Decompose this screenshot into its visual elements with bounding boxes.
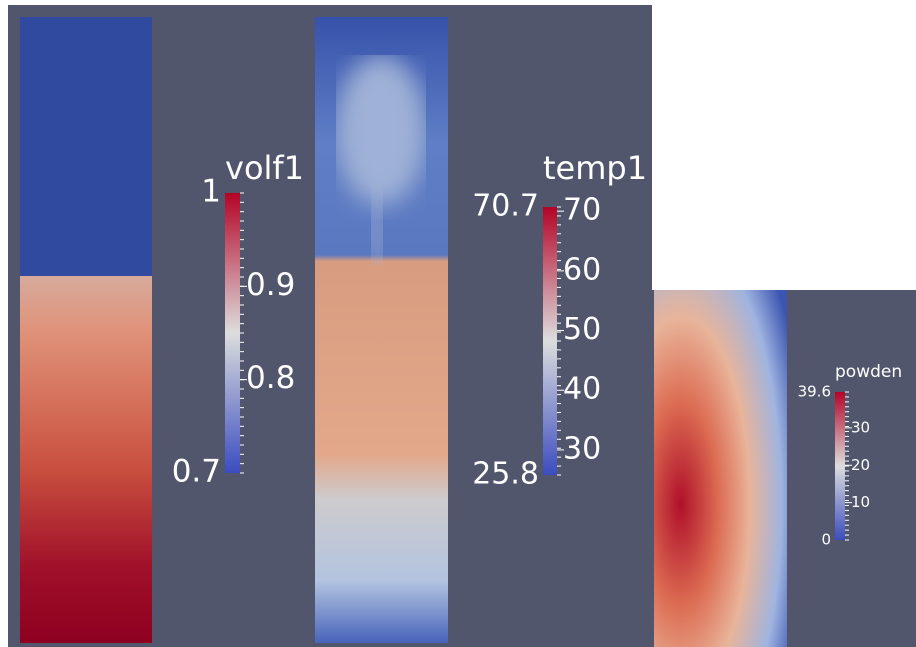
colorbar bbox=[225, 193, 240, 473]
tick-label: 70 bbox=[563, 193, 601, 228]
colorbar bbox=[543, 207, 557, 475]
tick-label: 60 bbox=[563, 252, 601, 287]
tick-label: 30 bbox=[851, 418, 870, 436]
colorbar-title: powden bbox=[835, 362, 902, 382]
colorbar bbox=[835, 392, 845, 540]
colorbar-title: volf1 bbox=[225, 149, 304, 187]
tick-label: 0.8 bbox=[246, 360, 295, 396]
range-label: 0.7 bbox=[172, 454, 221, 490]
range-label: 1 bbox=[201, 174, 221, 210]
colorbar-title: temp1 bbox=[543, 149, 647, 187]
range-label: 0 bbox=[821, 531, 831, 549]
field-powden bbox=[654, 290, 787, 647]
tick-label: 10 bbox=[851, 493, 870, 511]
plume bbox=[336, 55, 426, 205]
tick-label: 40 bbox=[563, 372, 601, 407]
plume-stem bbox=[372, 190, 382, 265]
tick-label: 0.9 bbox=[246, 267, 295, 303]
tick-label: 20 bbox=[851, 456, 870, 474]
range-label: 25.8 bbox=[472, 457, 539, 492]
range-label: 39.6 bbox=[798, 383, 831, 401]
tick-label: 30 bbox=[563, 431, 601, 466]
range-label: 70.7 bbox=[472, 189, 539, 224]
tick-label: 50 bbox=[563, 312, 601, 347]
field-volf1-top bbox=[20, 17, 152, 276]
